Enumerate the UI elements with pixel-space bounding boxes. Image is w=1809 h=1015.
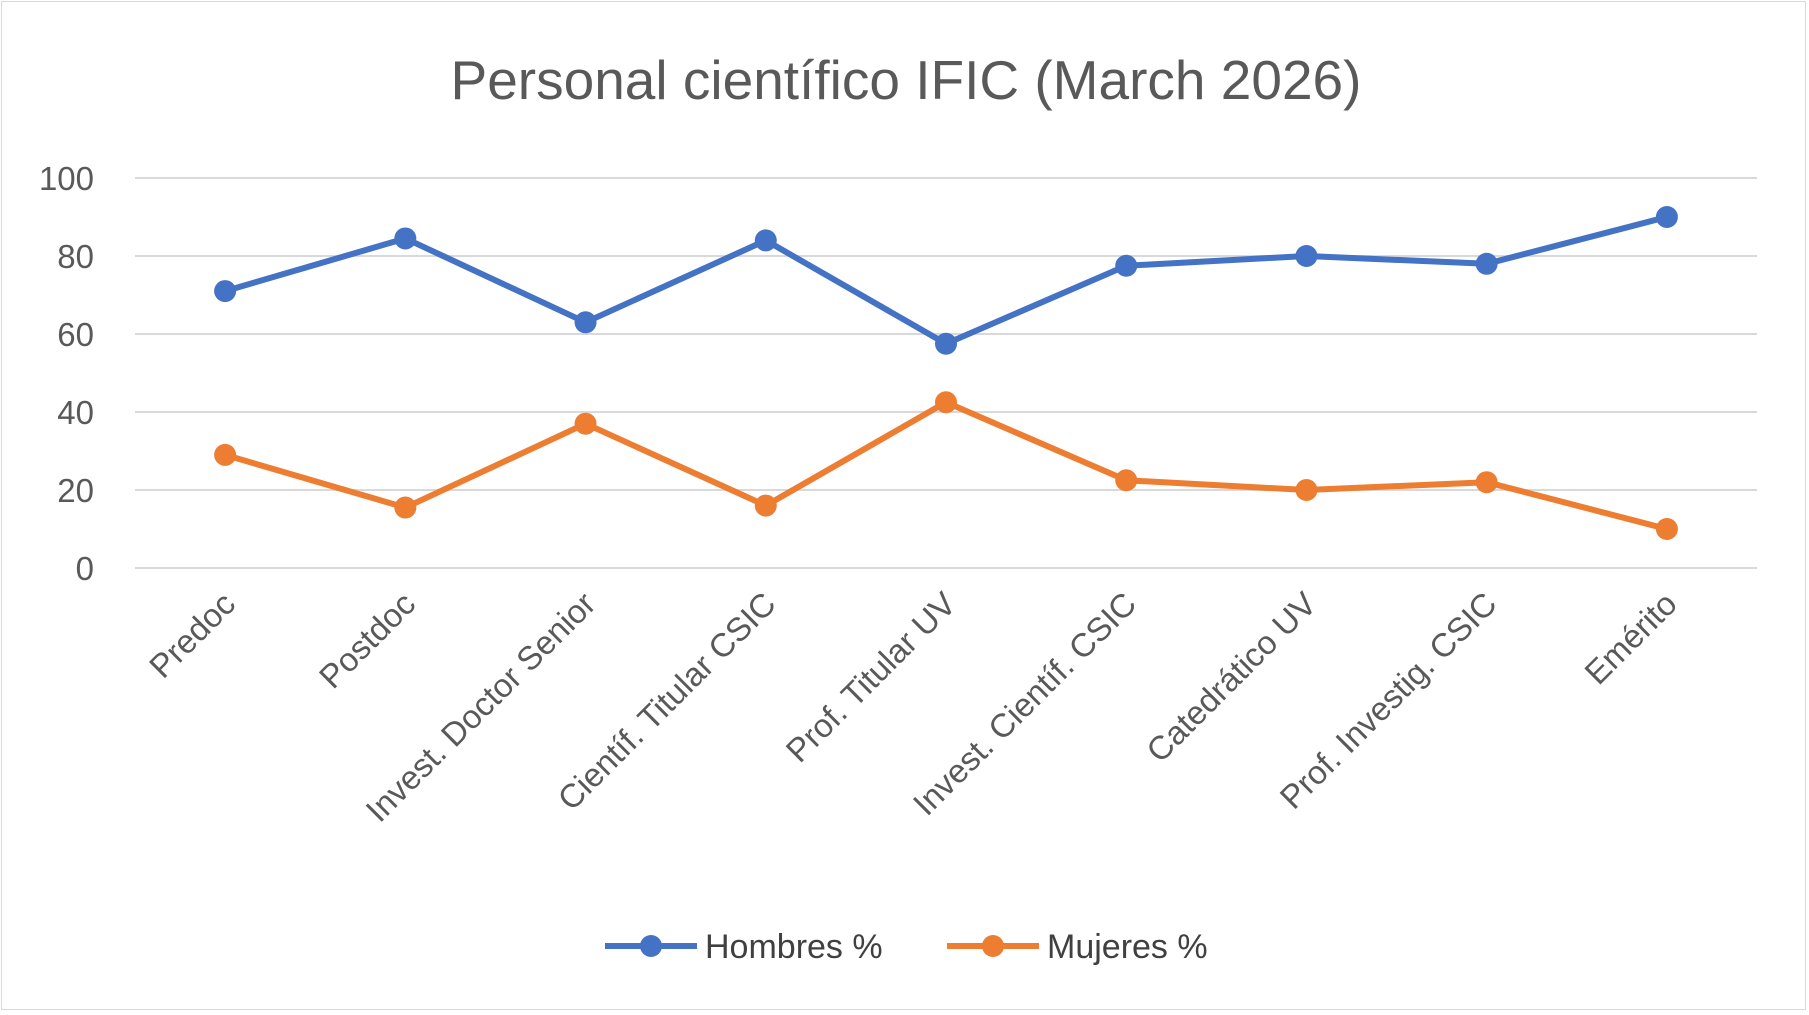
data-point (214, 443, 237, 466)
data-point (394, 227, 417, 250)
series-line (222, 399, 1670, 532)
y-tick-label: 0 (76, 550, 94, 587)
y-tick-label: 80 (57, 238, 94, 275)
x-tick-label: Postdoc (312, 585, 422, 695)
y-tick-label: 40 (57, 394, 94, 431)
data-point (754, 229, 777, 252)
data-point (1655, 518, 1678, 540)
y-tick-label: 20 (57, 472, 94, 509)
data-point (214, 280, 237, 303)
data-point (574, 412, 597, 435)
data-point (1115, 469, 1138, 492)
x-tick-label: Prof. Titular UV (779, 585, 963, 769)
data-point (1115, 254, 1138, 277)
data-point (1295, 479, 1318, 501)
series-2 (214, 391, 1678, 540)
legend-marker (982, 935, 1004, 957)
y-tick-label: 100 (39, 160, 94, 197)
legend-item: Mujeres % (947, 928, 1208, 966)
x-tick-label: Catedrático UV (1139, 585, 1323, 769)
data-point (1475, 252, 1498, 275)
x-tick-label: Emérito (1577, 585, 1684, 692)
legend-marker (640, 935, 662, 957)
y-tick-label: 60 (57, 316, 94, 353)
data-point (394, 496, 417, 519)
gridlines (135, 177, 1757, 569)
series-line (222, 214, 1670, 347)
legend: Hombres % Mujeres % (605, 928, 1208, 966)
x-tick-label: Predoc (142, 585, 242, 685)
legend-label: Mujeres % (1047, 928, 1208, 966)
series-layer (214, 206, 1678, 540)
data-point (1475, 471, 1498, 494)
data-point (935, 332, 957, 355)
data-point (574, 311, 597, 334)
data-point (1295, 245, 1318, 267)
legend-item: Hombres % (605, 928, 883, 966)
legend-label: Hombres % (705, 928, 883, 966)
data-point (935, 391, 957, 414)
data-point (1655, 206, 1678, 228)
chart-title: Personal científico IFIC (March 2026) (451, 49, 1362, 111)
series-1 (214, 206, 1678, 355)
y-axis-ticks: 0 20 40 60 80 100 (39, 160, 94, 587)
data-point (754, 494, 777, 517)
